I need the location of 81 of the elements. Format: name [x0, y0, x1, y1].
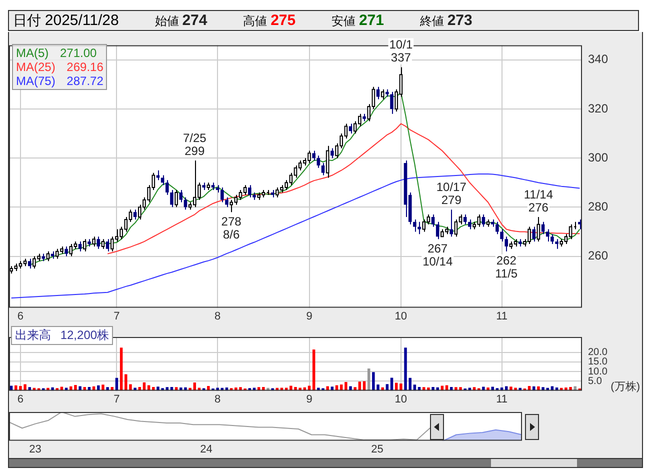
- y-tick-label: 300: [588, 150, 608, 164]
- y-tick-label: 15.0: [588, 356, 608, 368]
- x-tick-label: 24: [200, 443, 212, 456]
- candlestick: [348, 123, 352, 134]
- bar: [354, 387, 356, 391]
- candlestick: [436, 221, 440, 240]
- candlestick: [321, 162, 325, 176]
- text: 始値 274: [154, 12, 208, 30]
- candlestick: [555, 238, 558, 250]
- candlestick: [64, 246, 68, 257]
- x-tick-label: 7: [114, 310, 120, 322]
- y-tick-label: 340: [588, 52, 608, 66]
- candlestick: [330, 148, 334, 159]
- bar: [97, 385, 100, 391]
- x-tick-label: 9: [306, 393, 312, 406]
- y-tick-label: 260: [588, 248, 608, 263]
- bar: [207, 386, 210, 391]
- x-tick-label: 11: [496, 393, 508, 406]
- text: 高値 275: [243, 12, 296, 30]
- chart-title: 日付 2025/11/28: [13, 12, 119, 30]
- candlestick: [431, 214, 435, 228]
- candlestick: [96, 236, 100, 250]
- candlestick: [468, 218, 472, 230]
- text: MA(25) 269.16: [16, 60, 104, 74]
- text: 安値 271: [332, 12, 384, 30]
- candlestick: [418, 221, 421, 235]
- bar: [574, 386, 576, 391]
- y-tick-label: 5.0: [588, 376, 602, 387]
- bar: [102, 384, 104, 391]
- bar: [106, 387, 109, 391]
- candlestick: [133, 209, 137, 220]
- bar: [326, 386, 329, 391]
- candlestick: [78, 241, 82, 252]
- annotation: 11/14 276: [524, 187, 554, 214]
- candlestick: [170, 190, 174, 208]
- y-tick-label: 320: [588, 101, 608, 116]
- annotation: 10/17 279: [436, 180, 467, 207]
- y-tick-label: 20.0: [588, 347, 608, 358]
- candlestick: [578, 218, 582, 230]
- text: MA(5) 271.00: [16, 46, 98, 60]
- x-tick-label: 8: [214, 393, 221, 406]
- bar: [78, 386, 82, 391]
- candlestick: [550, 234, 554, 244]
- annotation: 7/25 299: [182, 130, 207, 158]
- bar: [349, 386, 352, 391]
- candlestick: [390, 91, 394, 114]
- text: MA(75) 287.72: [16, 74, 104, 88]
- candlestick: [316, 155, 320, 168]
- candlestick: [28, 258, 32, 270]
- x-tick-label: 10: [394, 393, 408, 406]
- text: 終値 273: [420, 12, 472, 30]
- x-tick-label: 6: [17, 393, 24, 406]
- candlestick: [450, 209, 454, 238]
- candlestick: [225, 196, 228, 208]
- candlestick: [496, 221, 499, 235]
- annotation: 262 11/5: [495, 254, 518, 281]
- annotation: 10/1 337: [389, 38, 413, 65]
- candlestick: [106, 238, 110, 252]
- x-tick-label: 9: [306, 310, 312, 322]
- candlestick: [220, 187, 224, 203]
- y-tick-label: 280: [588, 199, 608, 214]
- x-tick-label: 10: [394, 310, 408, 322]
- x-tick-label: 23: [29, 443, 42, 456]
- candlestick: [179, 190, 183, 203]
- y-axis-title: (万株): [610, 380, 640, 394]
- candlestick: [532, 226, 536, 242]
- x-tick-label: 7: [114, 393, 120, 406]
- candlestick: [166, 180, 169, 196]
- bar: [344, 382, 348, 391]
- annotation: 267 10/14: [422, 241, 453, 268]
- x-tick-label: 8: [214, 310, 221, 322]
- candlestick: [463, 214, 467, 225]
- candlestick: [312, 150, 316, 162]
- candlestick: [482, 214, 486, 228]
- chart-title: 出来高 12,200株: [11, 326, 114, 345]
- x-tick-label: 6: [17, 310, 24, 322]
- bar: [400, 384, 402, 391]
- annotation: 278 8/6: [221, 214, 242, 242]
- x-tick-label: 25: [371, 443, 384, 456]
- y-tick-label: 10.0: [588, 366, 608, 378]
- x-tick-label: 11: [496, 310, 508, 322]
